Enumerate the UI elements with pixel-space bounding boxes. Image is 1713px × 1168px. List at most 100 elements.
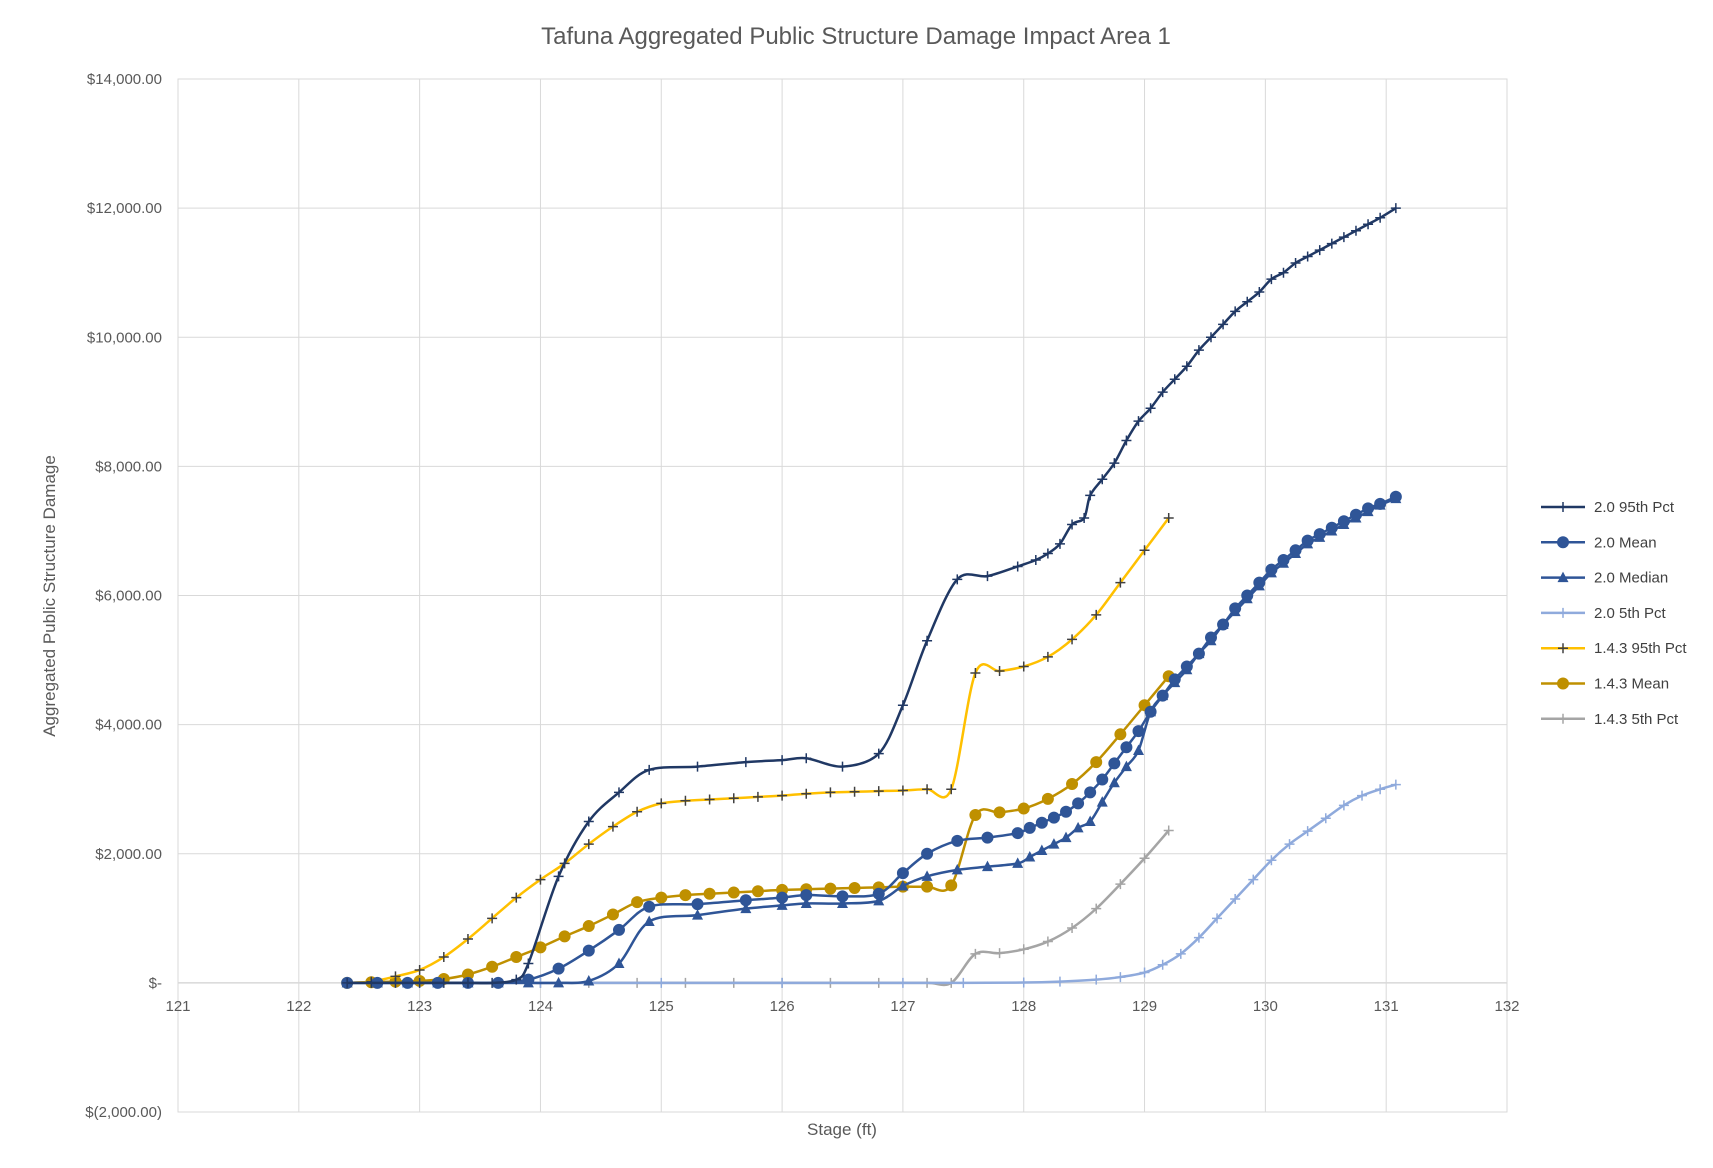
- data-point: [801, 753, 812, 764]
- data-point: [1120, 760, 1132, 772]
- data-point: [1084, 786, 1097, 799]
- data-point: [1375, 212, 1386, 223]
- data-point: [704, 794, 715, 805]
- data-point: [1175, 948, 1186, 959]
- data-point: [1302, 826, 1313, 837]
- data-point: [511, 974, 522, 985]
- data-point: [643, 900, 656, 913]
- data-point: [1085, 490, 1096, 501]
- data-point: [1193, 932, 1204, 943]
- data-point: [606, 908, 619, 921]
- data-point: [1066, 778, 1079, 791]
- y-axis-title: Aggregated Public Structure Damage: [40, 455, 59, 737]
- data-point: [952, 574, 963, 585]
- series-line: [347, 517, 1170, 985]
- x-tick-label: 126: [770, 998, 795, 1015]
- data-point: [414, 977, 425, 988]
- data-point: [1139, 853, 1150, 864]
- y-tick-label: $14,000.00: [87, 71, 162, 88]
- data-point: [1139, 545, 1150, 556]
- data-point: [1254, 287, 1265, 298]
- data-point: [1212, 913, 1223, 924]
- y-tick-label: $(2,000.00): [85, 1104, 162, 1121]
- data-point: [982, 571, 993, 582]
- data-point: [1350, 225, 1361, 236]
- data-point: [1241, 589, 1254, 602]
- data-point: [1012, 857, 1024, 868]
- data-point: [535, 874, 546, 885]
- data-point: [511, 892, 522, 903]
- data-point: [1193, 345, 1204, 356]
- data-point: [1067, 634, 1078, 645]
- data-point: [728, 793, 739, 804]
- data-point: [1109, 458, 1120, 469]
- series-lines: [341, 203, 1402, 989]
- data-point: [951, 834, 964, 847]
- data-point: [655, 891, 668, 904]
- data-point: [1284, 839, 1295, 850]
- x-tick-label: 128: [1011, 998, 1036, 1015]
- data-point: [873, 748, 884, 759]
- data-point: [1042, 936, 1053, 947]
- x-tick-label: 123: [407, 998, 432, 1015]
- data-point: [801, 788, 812, 799]
- data-point: [553, 871, 564, 882]
- data-point: [1072, 821, 1084, 833]
- data-point: [1144, 705, 1157, 718]
- data-point: [1230, 306, 1241, 317]
- data-point: [1169, 374, 1180, 385]
- x-tick-label: 132: [1494, 998, 1519, 1015]
- data-point: [897, 977, 908, 988]
- data-point: [692, 909, 704, 920]
- data-point: [582, 944, 595, 957]
- x-axis-ticks: 121 122 123 124 125 126 127 128 129 130 131 132: [165, 998, 1519, 1015]
- data-point: [1060, 831, 1072, 843]
- data-point: [644, 764, 655, 775]
- data-point: [981, 860, 993, 872]
- legend-item: 1.4.3 5th Pct: [1541, 711, 1679, 728]
- legend-label: 2.0 95th Pct: [1594, 499, 1675, 516]
- data-point: [1157, 959, 1168, 970]
- data-point: [1115, 577, 1126, 588]
- legend-label: 1.4.3 95th Pct: [1594, 640, 1687, 657]
- data-point: [438, 952, 449, 963]
- data-point: [752, 791, 763, 802]
- y-tick-label: $6,000.00: [95, 588, 162, 605]
- data-point: [656, 798, 667, 809]
- data-point: [727, 886, 740, 899]
- data-point: [1133, 744, 1145, 755]
- data-point: [1054, 538, 1065, 549]
- data-point: [1253, 576, 1266, 589]
- data-point: [1163, 825, 1174, 836]
- x-tick-label: 130: [1253, 998, 1278, 1015]
- data-point: [703, 887, 716, 900]
- data-point: [740, 902, 752, 914]
- data-point: [1132, 725, 1145, 738]
- series-0: [342, 203, 1401, 988]
- data-point: [849, 786, 860, 797]
- data-point: [1121, 435, 1132, 446]
- data-point: [994, 948, 1005, 959]
- legend: 2.0 95th Pct 2.0 Mean 2.0 Median 2.0 5th Pc…: [1541, 499, 1687, 728]
- data-point: [1084, 815, 1096, 826]
- data-point: [553, 976, 565, 988]
- chart-title: Tafuna Aggregated Public Structure Damag…: [541, 23, 1171, 50]
- data-point: [487, 913, 498, 924]
- data-point: [1390, 779, 1401, 790]
- data-point: [462, 933, 473, 944]
- data-point: [390, 977, 401, 988]
- data-point: [1024, 850, 1036, 862]
- data-point: [951, 863, 963, 875]
- legend-marker: [1557, 536, 1569, 549]
- data-point: [691, 898, 704, 911]
- plot-area: [177, 78, 1508, 1113]
- data-point: [969, 809, 982, 822]
- data-point: [1096, 796, 1108, 807]
- x-tick-label: 124: [528, 998, 553, 1015]
- y-tick-label: $8,000.00: [95, 458, 162, 475]
- data-point: [1375, 784, 1386, 795]
- data-point: [777, 977, 788, 988]
- data-point: [1277, 553, 1290, 566]
- data-point: [1204, 631, 1217, 644]
- y-tick-label: $10,000.00: [87, 329, 162, 346]
